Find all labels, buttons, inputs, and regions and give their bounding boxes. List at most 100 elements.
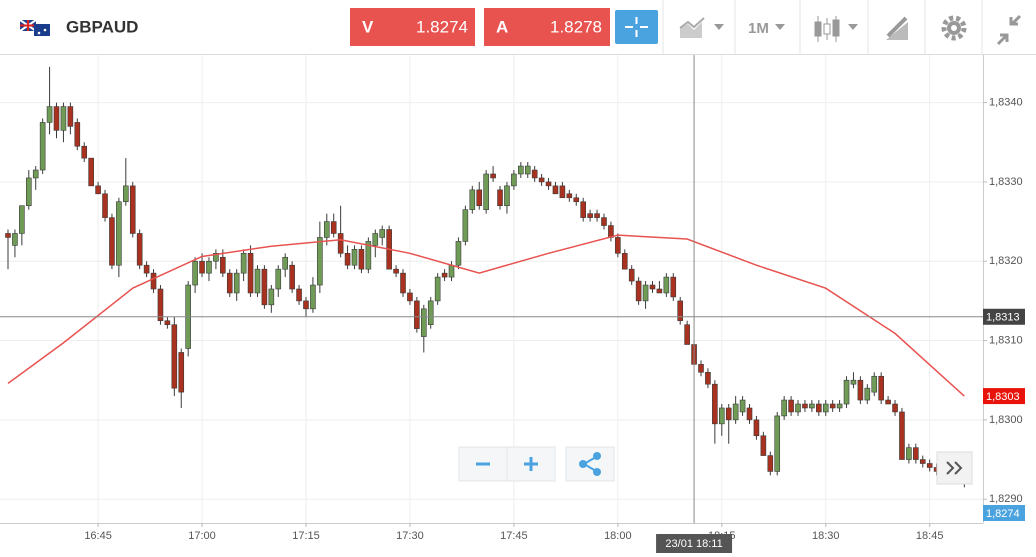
overlay: 23/01 18:11 1,8313 1,8303 1,8274 — [0, 55, 1025, 553]
candle-body — [788, 399, 794, 413]
candle-body — [490, 173, 496, 179]
drawing-button[interactable] — [886, 16, 908, 40]
candle-body — [323, 221, 330, 238]
candle-body — [53, 106, 60, 131]
candle-body — [483, 173, 489, 210]
crosshair-price-box — [983, 308, 1025, 325]
zoom-out-button[interactable] — [458, 446, 508, 482]
candle-body — [358, 249, 365, 270]
candle-body — [760, 435, 767, 456]
candle-body — [913, 447, 919, 460]
crosshair-button[interactable] — [615, 10, 658, 44]
candle-body — [566, 193, 573, 199]
scroll-to-end-button[interactable] — [936, 451, 973, 485]
candle-body — [670, 276, 677, 298]
moving-average-line — [7, 234, 965, 397]
candle-body — [74, 122, 81, 147]
candle-body — [698, 364, 704, 373]
candle-body — [5, 233, 11, 238]
candle-body — [330, 221, 337, 234]
candle-body — [822, 403, 829, 413]
candle-body — [289, 264, 295, 290]
candle-body — [414, 300, 420, 329]
candle-body — [102, 193, 108, 218]
candle-body — [559, 185, 566, 199]
candle-body — [282, 256, 289, 270]
timeframe-button[interactable]: 1M — [748, 20, 785, 37]
candle-body — [178, 352, 185, 393]
candle-body — [261, 268, 268, 306]
bid-price-label: 1,8274 — [986, 508, 1020, 520]
candle-body — [441, 272, 448, 278]
candle-body — [81, 145, 88, 159]
candle-body — [829, 403, 836, 409]
candle-body — [213, 253, 219, 262]
zoom-in-button[interactable] — [506, 446, 556, 482]
candle-body — [46, 106, 53, 123]
buy-button[interactable]: A 1.8278 — [484, 8, 610, 46]
candle-body — [462, 209, 469, 242]
candle-body — [199, 260, 205, 274]
candle-body — [254, 268, 261, 294]
x-tick-label: 16:45 — [84, 530, 112, 542]
settings-button[interactable] — [941, 15, 967, 41]
share-button[interactable] — [565, 446, 615, 482]
symbol: GBPAUD — [66, 17, 138, 36]
candle-body — [504, 185, 510, 207]
candle-style-button[interactable] — [814, 16, 858, 42]
y-tick-label: 1,8340 — [989, 96, 1023, 108]
candle-body — [635, 280, 642, 302]
candle-body — [802, 403, 808, 409]
candle-body — [206, 260, 212, 274]
x-tick-label: 17:30 — [396, 530, 424, 542]
chart-type-button[interactable] — [679, 17, 724, 38]
candle-body — [143, 264, 150, 274]
candle-body — [365, 241, 372, 270]
candle-body — [538, 177, 545, 183]
ma-value-label: 1,8303 — [986, 391, 1020, 403]
sell-price: 1.8274 — [416, 17, 468, 36]
candle-body — [871, 375, 878, 393]
candle-body — [545, 181, 552, 187]
candle-body — [767, 455, 774, 472]
candle-body — [531, 169, 538, 179]
candle-body — [511, 173, 517, 187]
toolbar-separators — [662, 0, 983, 54]
candle-body — [899, 411, 905, 460]
candle-body — [836, 403, 843, 409]
ma-value-box — [983, 388, 1025, 405]
candle-body — [67, 106, 74, 127]
candle-body — [677, 300, 684, 322]
candle-body — [95, 185, 101, 195]
candle-body — [164, 320, 171, 325]
candle-body — [587, 213, 593, 218]
y-tick-label: 1,8330 — [989, 176, 1023, 188]
collapse-button[interactable] — [996, 14, 1022, 46]
candle-body — [351, 249, 358, 266]
candle-body — [843, 379, 850, 405]
candle-body — [25, 177, 32, 207]
crosshair-time-label: 23/01 18:11 — [665, 538, 722, 550]
candle-body — [809, 403, 815, 409]
candle-body — [420, 308, 427, 337]
candle-body — [725, 407, 732, 421]
candle-body — [628, 268, 635, 282]
timeframe: 1M — [748, 20, 769, 37]
candle-body — [642, 284, 649, 302]
candle-body — [573, 197, 580, 203]
sell-button[interactable]: V 1.8274 — [350, 8, 475, 46]
buy-label: A — [496, 17, 508, 36]
candle-body — [753, 419, 760, 437]
bid-price-box — [983, 505, 1025, 521]
candle-body — [732, 403, 739, 421]
candle-body — [192, 260, 198, 286]
candle-body — [393, 268, 399, 274]
candle-body — [157, 288, 164, 322]
y-tick-label: 1,8310 — [989, 334, 1023, 346]
candle-body — [150, 272, 157, 290]
x-tick-label: 18:45 — [916, 530, 944, 542]
candle-body — [455, 241, 462, 266]
candle-body — [656, 288, 663, 294]
plot-area — [5, 66, 968, 488]
